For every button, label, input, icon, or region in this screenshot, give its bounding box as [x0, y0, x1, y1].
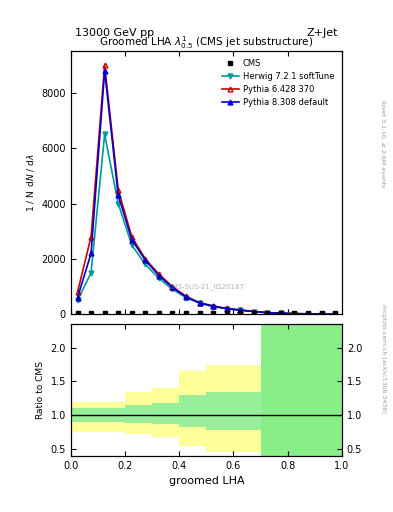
Pythia 6.428 370 [292, 310, 297, 316]
Text: Z+Jet: Z+Jet [307, 28, 338, 38]
CMS [89, 310, 94, 316]
CMS [143, 310, 148, 316]
Herwig 7.2.1 softTune [292, 310, 297, 316]
Pythia 6.428 370 [156, 271, 161, 277]
CMS [156, 310, 161, 316]
Pythia 8.308 default [306, 311, 310, 317]
Herwig 7.2.1 softTune [279, 310, 283, 316]
Pythia 8.308 default [292, 311, 297, 317]
Herwig 7.2.1 softTune [143, 261, 148, 267]
Pythia 6.428 370 [252, 308, 256, 314]
Pythia 8.308 default [89, 250, 94, 257]
Pythia 6.428 370 [279, 310, 283, 316]
CMS [211, 310, 215, 316]
Pythia 8.308 default [265, 310, 270, 316]
CMS [75, 310, 80, 316]
Pythia 8.308 default [156, 272, 161, 279]
Pythia 6.428 370 [102, 62, 107, 68]
Y-axis label: 1 / $\mathrm{N}\,$ d$N$ / d$\lambda$: 1 / $\mathrm{N}\,$ d$N$ / d$\lambda$ [25, 153, 36, 212]
CMS [184, 310, 188, 316]
Text: 13000 GeV pp: 13000 GeV pp [75, 28, 154, 38]
Pythia 6.428 370 [197, 300, 202, 306]
Pythia 8.308 default [143, 257, 148, 263]
Pythia 6.428 370 [333, 311, 338, 317]
Pythia 8.308 default [333, 311, 338, 317]
Pythia 6.428 370 [319, 311, 324, 317]
Pythia 8.308 default [75, 294, 80, 301]
Herwig 7.2.1 softTune [116, 200, 121, 206]
Pythia 6.428 370 [143, 256, 148, 262]
Pythia 8.308 default [238, 307, 242, 313]
Pythia 8.308 default [102, 68, 107, 74]
Pythia 8.308 default [116, 192, 121, 198]
Herwig 7.2.1 softTune [265, 310, 270, 316]
Herwig 7.2.1 softTune [89, 270, 94, 276]
Herwig 7.2.1 softTune [129, 242, 134, 248]
Pythia 8.308 default [129, 237, 134, 243]
Pythia 6.428 370 [170, 284, 175, 290]
Pythia 6.428 370 [265, 310, 270, 316]
CMS [333, 310, 338, 316]
CMS [129, 310, 134, 316]
Pythia 6.428 370 [238, 307, 242, 313]
Pythia 8.308 default [184, 294, 188, 300]
X-axis label: groomed LHA: groomed LHA [169, 476, 244, 486]
Herwig 7.2.1 softTune [170, 286, 175, 292]
CMS [279, 310, 283, 316]
Herwig 7.2.1 softTune [252, 308, 256, 314]
CMS [102, 310, 107, 316]
Pythia 8.308 default [319, 311, 324, 317]
Line: CMS: CMS [75, 311, 338, 316]
Pythia 6.428 370 [129, 233, 134, 240]
CMS [306, 310, 310, 316]
CMS [116, 310, 121, 316]
CMS [224, 310, 229, 316]
Pythia 8.308 default [170, 284, 175, 290]
Pythia 8.308 default [211, 303, 215, 309]
Pythia 8.308 default [197, 300, 202, 306]
Y-axis label: Ratio to CMS: Ratio to CMS [36, 361, 45, 419]
Line: Pythia 6.428 370: Pythia 6.428 370 [75, 62, 338, 316]
Herwig 7.2.1 softTune [319, 311, 324, 317]
Herwig 7.2.1 softTune [306, 311, 310, 317]
Line: Pythia 8.308 default: Pythia 8.308 default [75, 68, 338, 316]
Text: mcplots.cern.ch [arXiv:1306.3436]: mcplots.cern.ch [arXiv:1306.3436] [381, 304, 386, 413]
CMS [197, 310, 202, 316]
Herwig 7.2.1 softTune [75, 297, 80, 304]
CMS [238, 310, 242, 316]
Title: Groomed LHA $\lambda^{1}_{0.5}$ (CMS jet substructure): Groomed LHA $\lambda^{1}_{0.5}$ (CMS jet… [99, 34, 314, 51]
Pythia 6.428 370 [89, 233, 94, 240]
CMS [265, 310, 270, 316]
CMS [319, 310, 324, 316]
Pythia 6.428 370 [184, 293, 188, 300]
Text: CMS-SUS-21_IIS20187: CMS-SUS-21_IIS20187 [168, 283, 245, 290]
Text: Rivet 3.1.10, ≥ 2.6M events: Rivet 3.1.10, ≥ 2.6M events [381, 100, 386, 187]
Pythia 6.428 370 [116, 186, 121, 193]
Herwig 7.2.1 softTune [238, 307, 242, 313]
Herwig 7.2.1 softTune [224, 306, 229, 312]
Pythia 8.308 default [252, 309, 256, 315]
Pythia 8.308 default [279, 310, 283, 316]
Herwig 7.2.1 softTune [211, 304, 215, 310]
Pythia 6.428 370 [224, 305, 229, 311]
Line: Herwig 7.2.1 softTune: Herwig 7.2.1 softTune [75, 132, 338, 316]
Herwig 7.2.1 softTune [156, 275, 161, 282]
Legend: CMS, Herwig 7.2.1 softTune, Pythia 6.428 370, Pythia 8.308 default: CMS, Herwig 7.2.1 softTune, Pythia 6.428… [219, 55, 338, 111]
Herwig 7.2.1 softTune [333, 311, 338, 317]
CMS [252, 310, 256, 316]
Pythia 8.308 default [224, 306, 229, 312]
Herwig 7.2.1 softTune [102, 131, 107, 137]
CMS [170, 310, 175, 316]
Pythia 6.428 370 [211, 303, 215, 309]
CMS [292, 310, 297, 316]
Herwig 7.2.1 softTune [197, 300, 202, 306]
Pythia 6.428 370 [306, 311, 310, 317]
Herwig 7.2.1 softTune [184, 294, 188, 301]
Pythia 6.428 370 [75, 289, 80, 295]
